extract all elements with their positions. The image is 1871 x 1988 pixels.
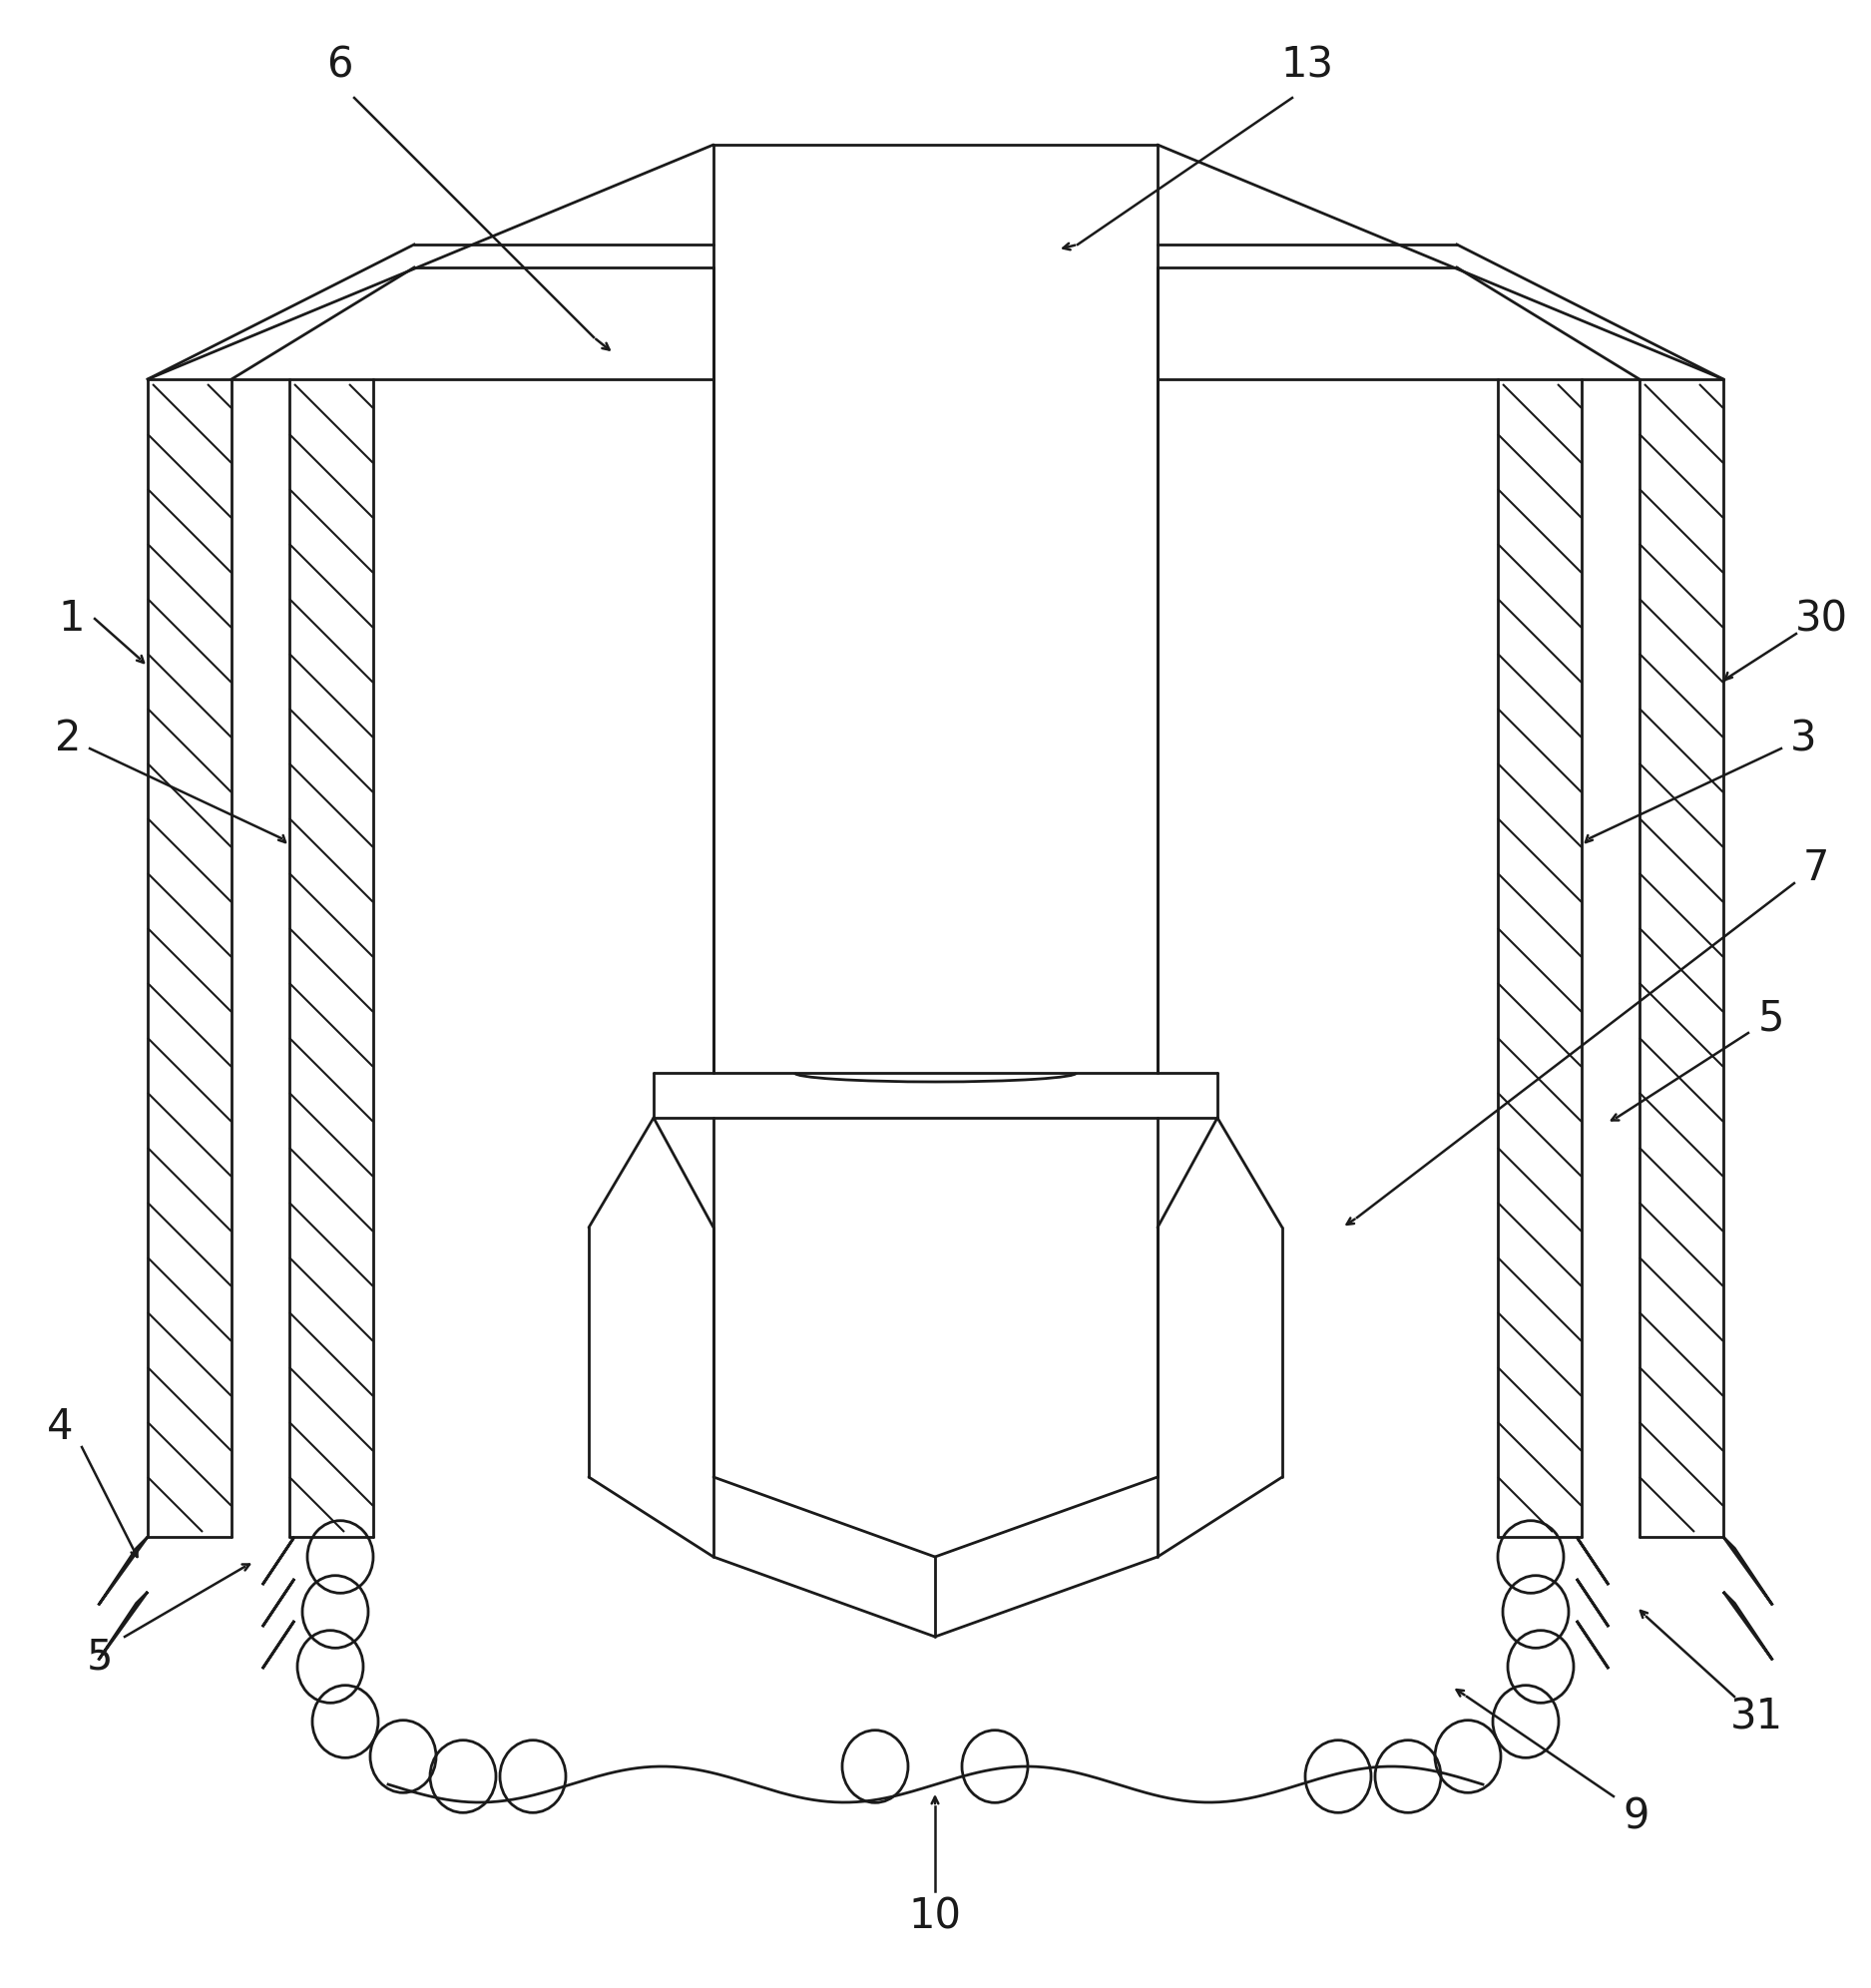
Text: 9: 9 bbox=[1624, 1795, 1650, 1837]
Text: 3: 3 bbox=[1791, 718, 1817, 759]
Text: 6: 6 bbox=[326, 44, 352, 85]
Polygon shape bbox=[1577, 1620, 1609, 1668]
Polygon shape bbox=[1577, 1537, 1609, 1584]
Text: 5: 5 bbox=[86, 1636, 112, 1678]
Text: 5: 5 bbox=[1759, 998, 1785, 1040]
Polygon shape bbox=[262, 1578, 294, 1626]
Text: 13: 13 bbox=[1280, 44, 1334, 85]
Polygon shape bbox=[1577, 1578, 1609, 1626]
Text: 7: 7 bbox=[1804, 847, 1830, 889]
Text: 30: 30 bbox=[1794, 598, 1849, 640]
Text: 1: 1 bbox=[58, 598, 84, 640]
Polygon shape bbox=[262, 1537, 294, 1584]
Text: 10: 10 bbox=[909, 1895, 962, 1936]
Polygon shape bbox=[99, 1537, 148, 1604]
Polygon shape bbox=[262, 1620, 294, 1668]
Text: 2: 2 bbox=[54, 718, 80, 759]
Polygon shape bbox=[1723, 1537, 1772, 1604]
Polygon shape bbox=[1723, 1592, 1772, 1660]
Polygon shape bbox=[99, 1592, 148, 1660]
Text: 31: 31 bbox=[1731, 1696, 1783, 1738]
Text: 4: 4 bbox=[47, 1406, 73, 1447]
